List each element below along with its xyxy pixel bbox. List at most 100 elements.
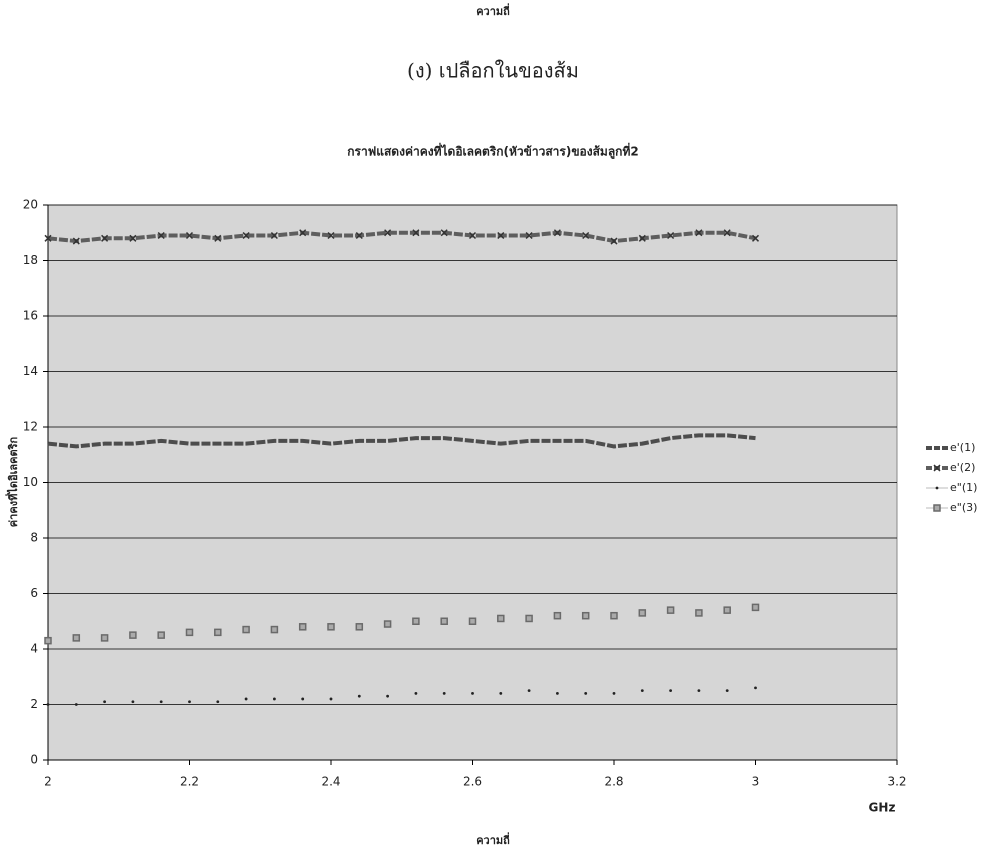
y-axis-label: ค่าคงที่ไดอิเลคตริก (5, 436, 20, 527)
marker-square (751, 603, 760, 612)
y-tick-label: 14 (23, 364, 38, 378)
series-line (47, 230, 756, 244)
x-tick-label: 3 (752, 775, 760, 789)
y-tick-label: 2 (30, 697, 38, 711)
marker-square (723, 606, 731, 614)
marker-dot (669, 689, 672, 693)
marker-x (638, 234, 646, 242)
marker-x (157, 231, 165, 240)
x-unit: GHz (869, 801, 896, 815)
marker-square (44, 636, 52, 645)
marker-dot (556, 692, 559, 695)
x-tick-label: 2.6 (463, 775, 482, 789)
marker-dot (46, 703, 50, 706)
marker-square (270, 625, 279, 634)
marker-x (440, 229, 448, 237)
marker-dot (386, 694, 389, 698)
marker-dot (612, 692, 616, 695)
x-tick-label: 3.2 (887, 775, 906, 789)
marker-square (525, 614, 533, 623)
marker-x (270, 231, 278, 240)
marker-square (327, 623, 335, 631)
marker-x (582, 231, 590, 240)
marker-dot (725, 689, 729, 693)
marker-dot (584, 692, 588, 695)
series-line (47, 433, 756, 449)
marker-square (468, 617, 477, 625)
marker-x (751, 234, 760, 242)
marker-dot (935, 486, 939, 490)
y-tick-label: 20 (23, 198, 38, 212)
marker-square (355, 623, 364, 631)
legend-label: e'(1) (950, 441, 975, 454)
marker-dot (301, 697, 305, 701)
marker-dot (244, 697, 248, 701)
marker-x (242, 231, 250, 240)
marker-square (666, 606, 675, 614)
marker-square (497, 614, 505, 623)
marker-x (129, 234, 137, 242)
marker-square (695, 609, 703, 617)
marker-square (129, 631, 137, 639)
marker-x (468, 231, 477, 240)
legend-label: e"(1) (950, 481, 977, 494)
marker-square (412, 617, 420, 625)
marker-dot (216, 700, 220, 704)
y-tick-label: 18 (23, 253, 38, 267)
marker-square (242, 625, 250, 634)
x-tick-label: 2 (44, 775, 52, 789)
marker-dot (697, 689, 701, 693)
marker-square (383, 620, 392, 628)
marker-dot (640, 689, 644, 693)
marker-dot (131, 700, 135, 704)
marker-square (100, 634, 109, 642)
marker-x (384, 229, 392, 237)
marker-square (610, 611, 618, 620)
marker-dot (329, 697, 333, 701)
marker-square (72, 634, 81, 642)
marker-x (412, 229, 420, 237)
marker-x (355, 231, 363, 240)
marker-x (101, 234, 109, 242)
marker-square (553, 611, 562, 620)
marker-dot (442, 692, 446, 695)
top-caption: ความถี่ (476, 3, 510, 18)
marker-x (299, 229, 307, 237)
marker-dot (357, 694, 361, 698)
marker-x (44, 234, 52, 242)
marker-dot (159, 700, 163, 704)
y-tick-label: 12 (23, 420, 38, 434)
marker-x (72, 237, 80, 245)
marker-x (214, 234, 222, 242)
marker-dot (754, 686, 757, 690)
legend-label: e'(2) (950, 461, 975, 474)
x-tick-label: 2.2 (180, 775, 199, 789)
marker-x (185, 231, 194, 240)
x-axis-label: ความถี่ (476, 832, 510, 847)
marker-square (298, 623, 307, 631)
marker-x (525, 231, 533, 240)
y-tick-label: 0 (30, 753, 38, 767)
marker-x (610, 237, 618, 245)
marker-square (440, 617, 448, 625)
y-tick-label: 4 (30, 642, 38, 656)
marker-dot (527, 689, 531, 693)
chart-title: กราฟแสดงค่าคงที่ไดอิเลคตริก(หัวข้าวสาร)ข… (347, 143, 638, 160)
marker-x (497, 231, 505, 240)
x-tick-label: 2.4 (321, 775, 340, 789)
y-tick-label: 10 (23, 475, 38, 489)
marker-dot (188, 700, 191, 704)
marker-dot (471, 692, 474, 695)
x-tick-label: 2.8 (604, 775, 623, 789)
y-tick-label: 8 (30, 531, 38, 545)
marker-square (185, 628, 194, 637)
legend-label: e"(3) (950, 501, 977, 514)
marker-x (695, 229, 703, 237)
marker-dot (103, 700, 106, 704)
marker-x (327, 231, 335, 240)
marker-x (723, 229, 731, 237)
marker-square (933, 504, 941, 512)
marker-x (553, 229, 561, 237)
marker-square (157, 631, 165, 639)
